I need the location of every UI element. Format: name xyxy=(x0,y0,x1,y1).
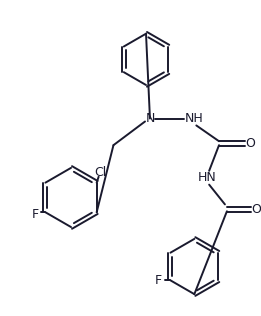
Text: O: O xyxy=(252,203,261,216)
Text: O: O xyxy=(246,137,256,150)
Text: NH: NH xyxy=(185,112,204,125)
Text: F: F xyxy=(155,274,162,287)
Text: HN: HN xyxy=(198,171,217,184)
Text: Cl: Cl xyxy=(94,166,107,179)
Text: N: N xyxy=(145,112,155,125)
Text: F: F xyxy=(32,208,39,221)
